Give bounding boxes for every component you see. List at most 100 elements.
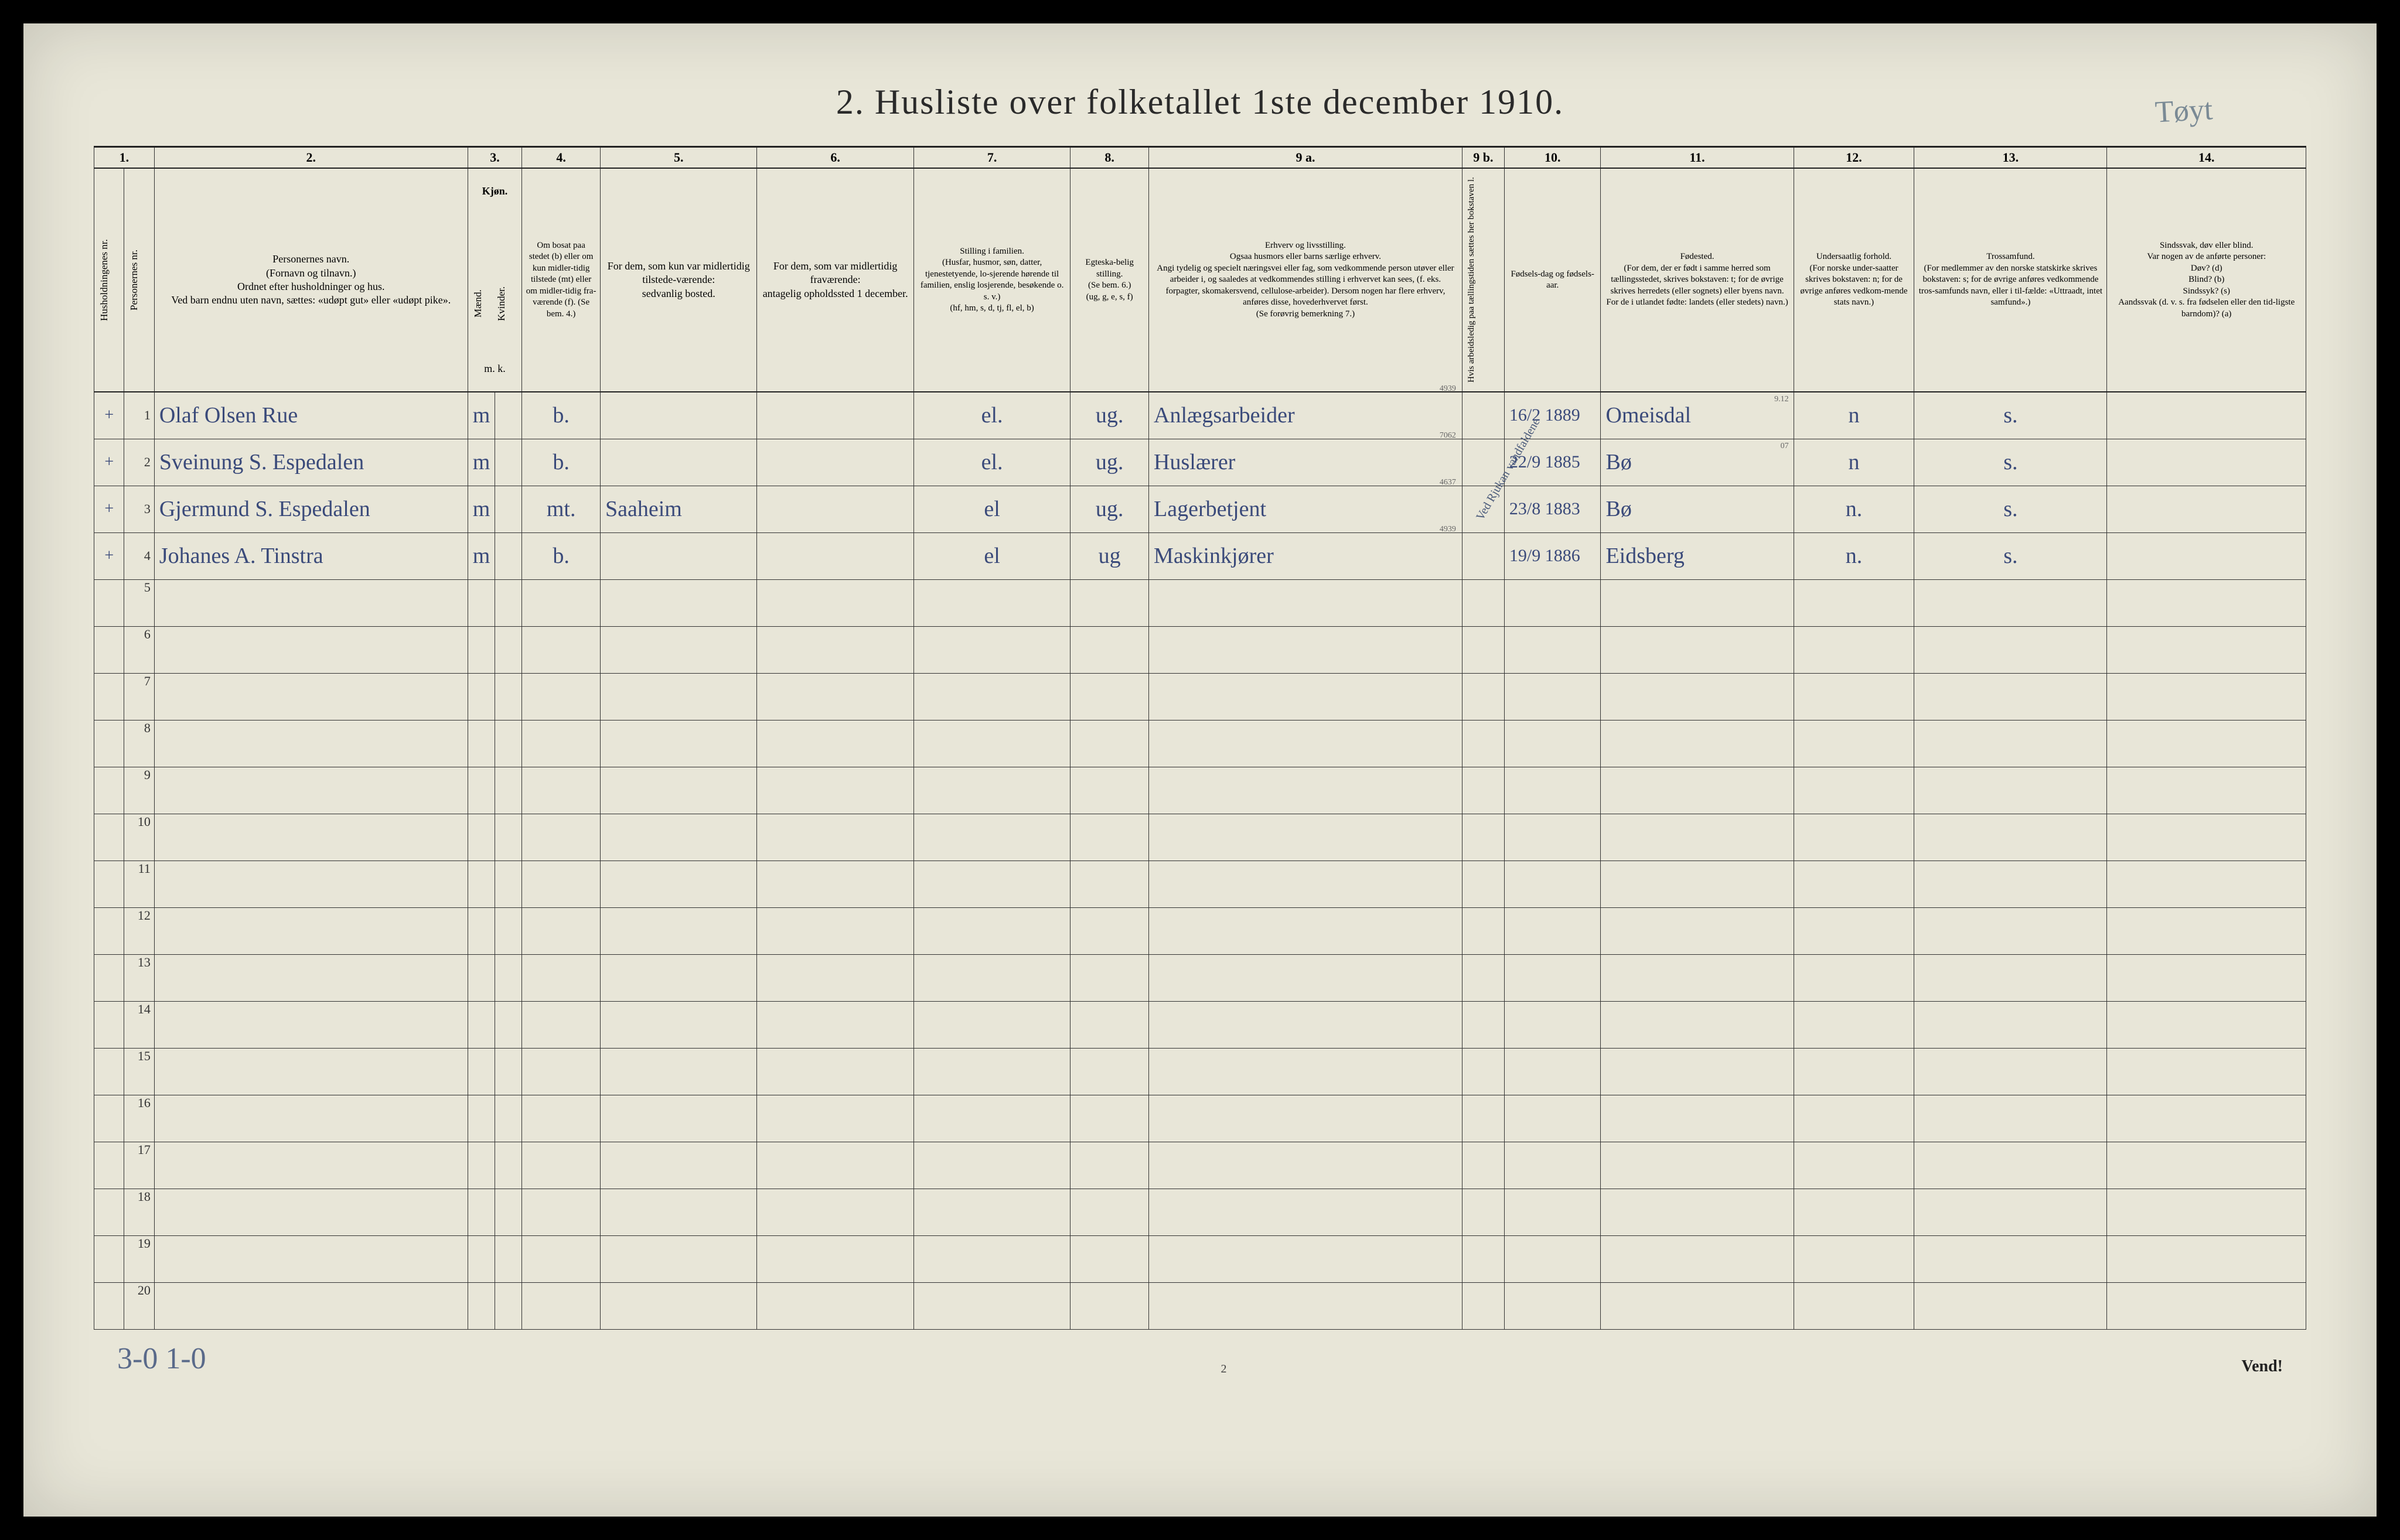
sindssvak xyxy=(2107,486,2306,532)
empty-cell xyxy=(468,1001,495,1048)
annotation-top-right: Tøyt xyxy=(2154,92,2213,129)
empty-cell xyxy=(94,1095,124,1142)
trossamfund: s. xyxy=(1914,439,2107,486)
empty-cell xyxy=(601,1235,757,1282)
table-row: +1Olaf Olsen Ruemb.el.ug.Anlægsarbeider4… xyxy=(94,392,2306,439)
hdr-fodselsdag: Fødsels-dag og fødsels-aar. xyxy=(1504,168,1601,392)
empty-cell xyxy=(2107,673,2306,720)
empty-cell xyxy=(601,814,757,861)
empty-cell xyxy=(1794,720,1914,767)
empty-cell xyxy=(1071,907,1149,954)
empty-cell xyxy=(1794,861,1914,907)
empty-cell xyxy=(2107,861,2306,907)
person-name: Sveinung S. Espedalen xyxy=(154,439,468,486)
empty-cell xyxy=(154,720,468,767)
empty-cell xyxy=(1071,814,1149,861)
empty-cell xyxy=(1504,1001,1601,1048)
row-number: 4 xyxy=(124,532,154,579)
sex-k xyxy=(495,392,522,439)
empty-cell xyxy=(1071,1048,1149,1095)
row-number: 11 xyxy=(124,861,154,907)
column-header-row: Husholdningenes nr. Personernes nr. Pers… xyxy=(94,168,2306,392)
empty-cell xyxy=(1794,1001,1914,1048)
empty-cell xyxy=(468,767,495,814)
empty-cell xyxy=(1149,1048,1462,1095)
plus-mark: + xyxy=(94,532,124,579)
empty-cell xyxy=(94,954,124,1001)
row-number: 19 xyxy=(124,1235,154,1282)
empty-cell xyxy=(601,767,757,814)
hdr-egteskab: Egteska-belig stilling. (Se bem. 6.) (ug… xyxy=(1071,168,1149,392)
colnum-13: 13. xyxy=(1914,147,2107,169)
empty-cell xyxy=(1794,767,1914,814)
fodselsdag: 16/2 1889 xyxy=(1504,392,1601,439)
empty-cell xyxy=(1914,1048,2107,1095)
empty-cell xyxy=(601,861,757,907)
empty-cell xyxy=(601,954,757,1001)
person-name: Gjermund S. Espedalen xyxy=(154,486,468,532)
colnum-6: 6. xyxy=(757,147,913,169)
sindssvak xyxy=(2107,439,2306,486)
hdr-undersaatlig: Undersaatlig forhold. (For norske under-… xyxy=(1794,168,1914,392)
empty-cell xyxy=(913,579,1070,626)
hdr-bosat: Om bosat paa stedet (b) eller om kun mid… xyxy=(522,168,601,392)
hdr-person-nr: Personernes nr. xyxy=(124,168,154,392)
table-row-empty: 16 xyxy=(94,1095,2306,1142)
arbeidsledig xyxy=(1462,532,1504,579)
empty-cell xyxy=(522,1048,601,1095)
table-row-empty: 11 xyxy=(94,861,2306,907)
empty-cell xyxy=(495,626,522,673)
stilling-familie: el xyxy=(913,532,1070,579)
bosat: b. xyxy=(522,439,601,486)
empty-cell xyxy=(1914,1235,2107,1282)
empty-cell xyxy=(94,1235,124,1282)
empty-cell xyxy=(601,579,757,626)
fodested-note: 9.12 xyxy=(1774,395,1789,404)
empty-cell xyxy=(154,1001,468,1048)
erhverv: Anlægsarbeider4939 xyxy=(1149,392,1462,439)
page-title: 2. Husliste over folketallet 1ste decemb… xyxy=(94,82,2306,122)
empty-cell xyxy=(468,720,495,767)
empty-cell xyxy=(601,1048,757,1095)
empty-cell xyxy=(468,579,495,626)
empty-cell xyxy=(94,673,124,720)
empty-cell xyxy=(1914,1282,2107,1329)
empty-cell xyxy=(913,626,1070,673)
empty-cell xyxy=(1794,626,1914,673)
empty-cell xyxy=(154,861,468,907)
egteskab: ug xyxy=(1071,532,1149,579)
empty-cell xyxy=(154,767,468,814)
empty-cell xyxy=(757,954,913,1001)
empty-cell xyxy=(154,1048,468,1095)
empty-cell xyxy=(1504,720,1601,767)
empty-cell xyxy=(154,673,468,720)
person-name: Johanes A. Tinstra xyxy=(154,532,468,579)
empty-cell xyxy=(495,1001,522,1048)
empty-cell xyxy=(1914,1001,2107,1048)
empty-cell xyxy=(1149,1235,1462,1282)
empty-cell xyxy=(1149,954,1462,1001)
egteskab: ug. xyxy=(1071,486,1149,532)
footer-page-number: 2 xyxy=(1221,1363,1227,1376)
empty-cell xyxy=(1601,1235,1794,1282)
empty-cell xyxy=(2107,1095,2306,1142)
empty-cell xyxy=(94,1282,124,1329)
hdr-stilling-familie: Stilling i familien. (Husfar, husmor, sø… xyxy=(913,168,1070,392)
empty-cell xyxy=(2107,1142,2306,1189)
empty-cell xyxy=(1601,673,1794,720)
empty-cell xyxy=(601,626,757,673)
empty-cell xyxy=(913,767,1070,814)
empty-cell xyxy=(1149,1001,1462,1048)
empty-cell xyxy=(2107,1048,2306,1095)
hdr-trossamfund: Trossamfund. (For medlemmer av den norsk… xyxy=(1914,168,2107,392)
sindssvak xyxy=(2107,392,2306,439)
fravaerende-sted xyxy=(757,439,913,486)
trossamfund: s. xyxy=(1914,532,2107,579)
colnum-5: 5. xyxy=(601,147,757,169)
empty-cell xyxy=(757,720,913,767)
empty-cell xyxy=(1601,626,1794,673)
fodested: Bø xyxy=(1601,486,1794,532)
empty-cell xyxy=(1071,1189,1149,1235)
empty-cell xyxy=(154,814,468,861)
column-number-row: 1. 2. 3. 4. 5. 6. 7. 8. 9 a. 9 b. 10. 11… xyxy=(94,147,2306,169)
